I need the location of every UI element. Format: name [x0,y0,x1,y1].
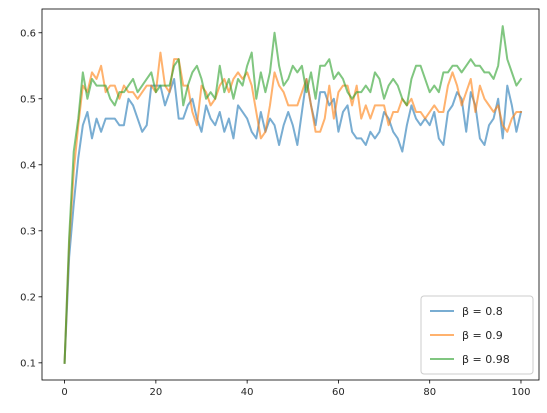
x-tick-label: 20 [150,387,163,398]
series-line-1 [63,77,523,364]
x-tick-label: 60 [332,387,345,398]
y-tick-label: 0.1 [20,358,36,369]
ticks-layer: 0 20 40 60 80 100 0.1 0.2 0.3 0.4 0.5 0.6 [20,28,530,398]
y-tick-label: 0.3 [20,226,36,237]
y-tick-label: 0.5 [20,94,36,105]
y-tick-label: 0.4 [20,160,36,171]
x-tick-label: 80 [423,387,436,398]
y-tick-label: 0.6 [20,28,36,39]
x-tick-label: 40 [241,387,254,398]
x-tick-label: 0 [61,387,67,398]
legend-label: β = 0.9 [462,329,503,342]
y-tick-label: 0.2 [20,292,36,303]
plot-frame [41,8,540,381]
series-line-2 [63,51,522,364]
axes-frame [41,8,540,381]
legend-box [420,295,534,375]
legend-label: β = 0.8 [462,305,503,318]
legend-label: β = 0.98 [462,353,510,366]
legend: β = 0.8 β = 0.9 β = 0.98 [420,295,534,375]
series-line-3 [63,25,523,364]
x-tick-label: 100 [511,387,530,398]
series-layer [63,25,523,364]
